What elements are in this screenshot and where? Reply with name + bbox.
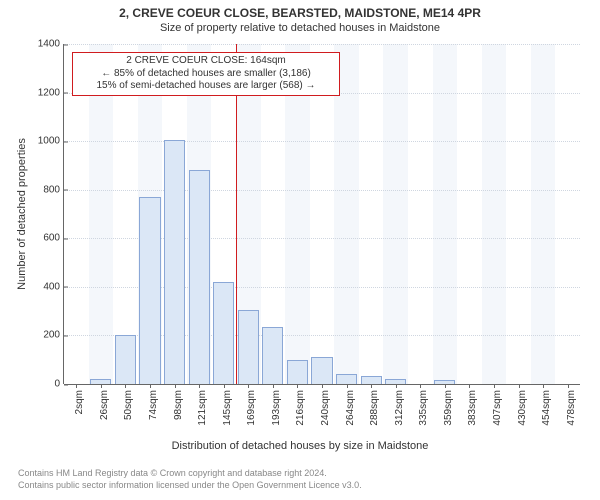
annotation-line-3: 15% of semi-detached houses are larger (… bbox=[79, 80, 333, 93]
page-title: 2, CREVE COEUR CLOSE, BEARSTED, MAIDSTON… bbox=[0, 6, 600, 20]
page-subtitle: Size of property relative to detached ho… bbox=[0, 22, 600, 34]
x-tick-mark bbox=[125, 384, 126, 388]
x-tick-mark bbox=[175, 384, 176, 388]
x-tick-mark bbox=[396, 384, 397, 388]
annotation-box: 2 CREVE COEUR CLOSE: 164sqm ← 85% of det… bbox=[72, 52, 340, 96]
x-tick-mark bbox=[519, 384, 520, 388]
x-tick-mark bbox=[371, 384, 372, 388]
histogram-bar bbox=[262, 327, 283, 384]
x-tick-mark bbox=[322, 384, 323, 388]
histogram-bar bbox=[336, 374, 357, 384]
x-tick-label: 383sqm bbox=[467, 390, 478, 426]
histogram-bar bbox=[361, 376, 382, 385]
histogram-bar bbox=[115, 335, 136, 384]
histogram-bar bbox=[287, 360, 308, 384]
footer-line-2: Contains public sector information licen… bbox=[18, 480, 362, 492]
x-tick-label: 335sqm bbox=[418, 390, 429, 426]
x-tick-label: 312sqm bbox=[394, 390, 405, 426]
x-tick-label: 26sqm bbox=[99, 390, 110, 420]
x-tick-mark bbox=[224, 384, 225, 388]
x-tick-label: 478sqm bbox=[566, 390, 577, 426]
x-tick-mark bbox=[150, 384, 151, 388]
x-tick-label: 264sqm bbox=[345, 390, 356, 426]
x-tick-mark bbox=[568, 384, 569, 388]
histogram-bar bbox=[213, 282, 234, 384]
x-tick-mark bbox=[445, 384, 446, 388]
annotation-line-2: ← 85% of detached houses are smaller (3,… bbox=[79, 68, 333, 81]
x-tick-label: 288sqm bbox=[369, 390, 380, 426]
x-tick-mark bbox=[297, 384, 298, 388]
x-tick-label: 430sqm bbox=[517, 390, 528, 426]
y-tick-label: 1200 bbox=[38, 87, 64, 98]
chart-plot-area: 2 CREVE COEUR CLOSE: 164sqm ← 85% of det… bbox=[64, 44, 580, 384]
x-tick-mark bbox=[543, 384, 544, 388]
histogram-bar bbox=[311, 357, 332, 384]
histogram-bar bbox=[164, 140, 185, 384]
annotation-line-1: 2 CREVE COEUR CLOSE: 164sqm bbox=[79, 55, 333, 68]
x-tick-mark bbox=[248, 384, 249, 388]
y-tick-label: 0 bbox=[54, 379, 64, 390]
footer-attribution: Contains HM Land Registry data © Crown c… bbox=[18, 468, 362, 491]
histogram-bar bbox=[189, 170, 210, 384]
y-tick-label: 400 bbox=[43, 281, 64, 292]
x-tick-label: 74sqm bbox=[148, 390, 159, 420]
x-tick-label: 193sqm bbox=[271, 390, 282, 426]
footer-line-1: Contains HM Land Registry data © Crown c… bbox=[18, 468, 362, 480]
y-tick-label: 1400 bbox=[38, 39, 64, 50]
x-tick-mark bbox=[469, 384, 470, 388]
x-tick-mark bbox=[101, 384, 102, 388]
histogram-bar bbox=[238, 310, 259, 384]
histogram-bar bbox=[139, 197, 160, 384]
x-tick-label: 169sqm bbox=[246, 390, 257, 426]
y-axis-label: Number of detached properties bbox=[16, 44, 28, 384]
x-tick-label: 145sqm bbox=[222, 390, 233, 426]
x-tick-label: 240sqm bbox=[320, 390, 331, 426]
x-tick-label: 121sqm bbox=[197, 390, 208, 426]
x-tick-label: 454sqm bbox=[541, 390, 552, 426]
x-tick-mark bbox=[347, 384, 348, 388]
x-tick-label: 2sqm bbox=[74, 390, 85, 414]
x-tick-mark bbox=[494, 384, 495, 388]
x-tick-label: 216sqm bbox=[295, 390, 306, 426]
y-tick-label: 800 bbox=[43, 184, 64, 195]
x-tick-label: 359sqm bbox=[443, 390, 454, 426]
x-tick-mark bbox=[273, 384, 274, 388]
y-tick-label: 600 bbox=[43, 233, 64, 244]
x-tick-label: 50sqm bbox=[123, 390, 134, 420]
x-tick-mark bbox=[420, 384, 421, 388]
x-tick-mark bbox=[76, 384, 77, 388]
y-tick-label: 1000 bbox=[38, 136, 64, 147]
y-tick-label: 200 bbox=[43, 330, 64, 341]
x-tick-mark bbox=[199, 384, 200, 388]
x-tick-label: 407sqm bbox=[492, 390, 503, 426]
x-axis-label: Distribution of detached houses by size … bbox=[0, 440, 600, 452]
x-tick-label: 98sqm bbox=[173, 390, 184, 420]
